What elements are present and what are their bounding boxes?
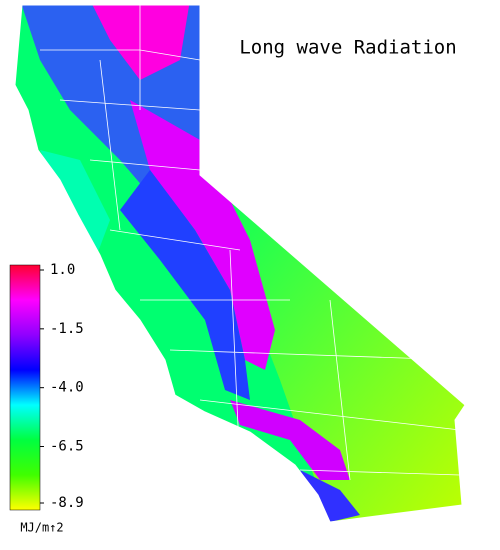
colorbar-tick-label: 1.0	[50, 262, 75, 278]
colorbar-tick-label: -4.0	[50, 380, 84, 396]
colorbar-tick-label: -6.5	[50, 439, 84, 455]
state-border	[14, 4, 466, 523]
county-lines	[40, 5, 461, 481]
colorbar-tick-label: -1.5	[50, 321, 84, 337]
colorbar	[9, 264, 41, 511]
map-title: Long wave Radiation	[239, 37, 456, 59]
colorbar-tick-label: -8.9	[50, 495, 84, 511]
colorbar-unit: MJ/m↑2	[20, 521, 63, 535]
